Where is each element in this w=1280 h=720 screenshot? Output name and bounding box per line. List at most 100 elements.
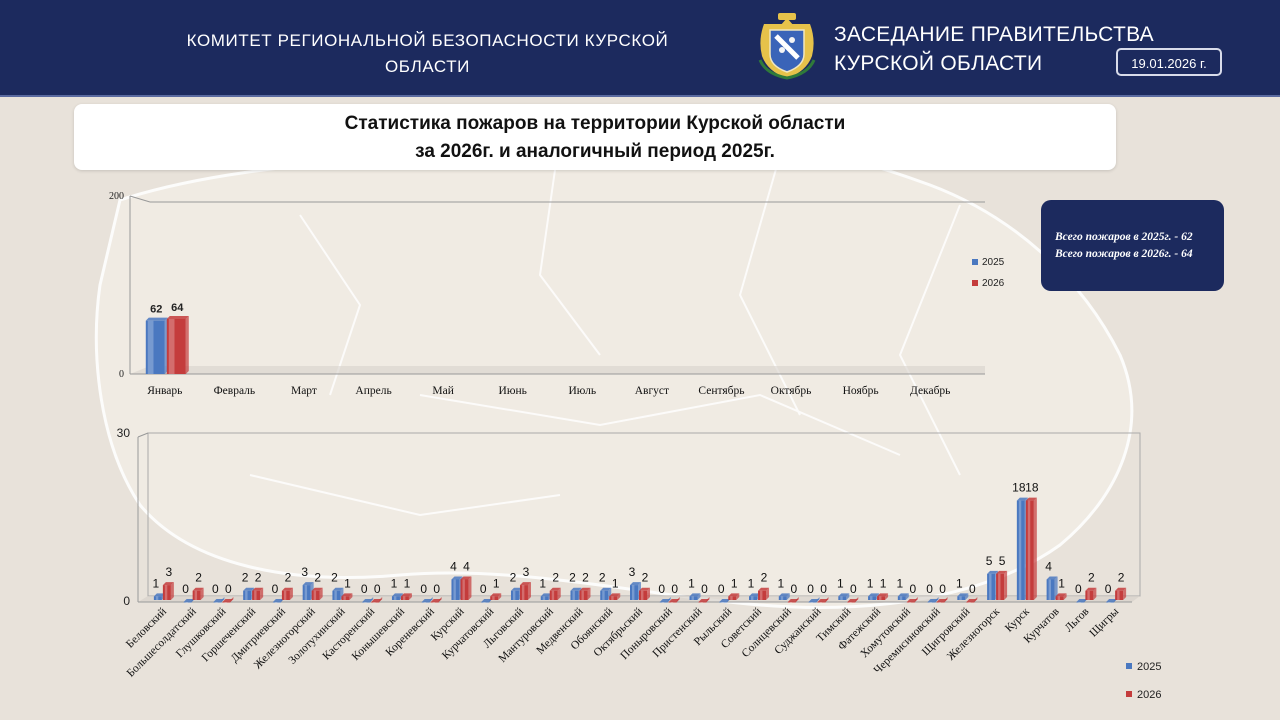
- chart2-bar-2026-top: [252, 587, 264, 591]
- chart1-category-label: Январь: [147, 385, 182, 397]
- chart2-bar-2025-shine: [899, 596, 903, 600]
- chart2-bar-2026-shine: [224, 602, 227, 603]
- chart2-bar-2026-front: [490, 596, 499, 600]
- chart2-bar-2025-top: [868, 593, 880, 597]
- chart2-data-label: 2: [331, 571, 338, 585]
- chart2-bar-2026-front: [668, 602, 677, 603]
- chart2-data-label: 3: [166, 565, 173, 579]
- chart2-bar-2025-shine: [304, 585, 308, 600]
- chart2-bar-2026-top: [460, 576, 472, 580]
- chart2-legend-label: 2026: [1137, 689, 1161, 701]
- chart2-bar-2026-top: [519, 582, 531, 586]
- chart2-bar-2025-shine: [364, 602, 367, 603]
- chart2-bar-2026-shine: [611, 596, 614, 600]
- chart1-floor: [130, 366, 985, 374]
- chart2-bar-2026-front: [698, 602, 707, 603]
- chart2-bar-2026-side: [766, 587, 770, 600]
- chart2-bar-2025-shine: [1078, 602, 1081, 603]
- chart2-bar-2025-top: [510, 587, 522, 591]
- chart2-bar-2026: [400, 593, 412, 600]
- chart2-bar-2025-front: [749, 596, 758, 600]
- chart2-bar-2026: [162, 582, 174, 600]
- chart2-bar-2025-shine: [453, 579, 456, 600]
- chart1-bar-2026-front: [166, 318, 186, 374]
- government-meeting-title-line2: КУРСКОЙ ОБЛАСТИ: [834, 52, 1043, 75]
- chart2-data-label: 1: [748, 576, 755, 590]
- chart2-bar-2026-top: [877, 593, 889, 597]
- chart2-bar-2025-top: [183, 599, 195, 602]
- chart2-bar-2026-side: [1123, 587, 1127, 600]
- chart2-bar-2026-shine: [819, 602, 822, 603]
- chart2-bar-2026-side: [885, 593, 889, 600]
- chart2-bar-2026-shine: [1087, 590, 1090, 600]
- coat-of-arms-emblem: [758, 13, 816, 80]
- chart2-bar-2025-front: [838, 596, 847, 600]
- chart2-bar-2026-front: [162, 585, 171, 600]
- chart2-bar-2026-front: [728, 596, 737, 600]
- chart2-bar-2026: [787, 597, 799, 603]
- chart2-bar-2026-front: [1115, 590, 1124, 600]
- chart2-bar-2026-side: [200, 587, 204, 600]
- chart2-bar-2025-shine: [691, 596, 694, 600]
- chart2-bar-2025: [927, 597, 939, 603]
- chart2-bar-2025-front: [272, 602, 281, 603]
- chart2-bar-2026-shine: [760, 590, 763, 600]
- chart2-bar-2025-shine: [840, 596, 843, 600]
- chart2-bar-2026-shine: [254, 590, 257, 600]
- chart2-category-label: Щигры: [1087, 605, 1121, 639]
- chart2-bar-2025-front: [362, 602, 371, 603]
- chart2-bar-2026: [222, 597, 234, 603]
- chart2-data-label: 1: [153, 576, 160, 590]
- chart2-bar-2025-shine: [542, 596, 546, 600]
- chart2-bar-2025-front: [600, 590, 609, 600]
- chart2-data-label: 1: [880, 576, 887, 590]
- chart2-bar-2026-top: [1085, 587, 1097, 591]
- chart2-bar-2026-shine: [164, 585, 168, 600]
- chart2-bar-2025-shine: [393, 596, 397, 600]
- chart2-bar-2026-front: [460, 579, 469, 600]
- chart2-bar-2025-shine: [1048, 579, 1052, 600]
- chart2-data-label: 1: [896, 576, 903, 590]
- chart2-bar-2025-front: [897, 596, 906, 600]
- chart2-legend-swatch: [1126, 691, 1132, 697]
- chart2-bar-2026-top: [222, 599, 234, 602]
- chart2-data-label: 0: [790, 582, 797, 596]
- chart2-data-label: 5: [999, 554, 1006, 568]
- chart1-data-label: 62: [150, 304, 162, 316]
- chart2-data-label: 0: [820, 582, 827, 596]
- chart2-bar-2025-shine: [989, 573, 992, 600]
- chart2-bar-2026-front: [341, 596, 350, 600]
- chart2-bar-2026-side: [736, 593, 740, 600]
- chart2-bar-2025-front: [778, 596, 787, 600]
- chart2-bar-2025-top: [391, 593, 403, 597]
- chart2-bar-2025-top: [362, 599, 374, 602]
- chart2-bar-2026: [490, 593, 502, 600]
- chart2-bar-2025-side: [1054, 576, 1058, 600]
- chart2-bar-2026-top: [936, 599, 948, 602]
- chart2-data-label: 4: [450, 559, 457, 573]
- total-2025: Всего пожаров в 2025г. - 62: [1055, 231, 1193, 243]
- chart2-bar-2025-top: [600, 587, 612, 591]
- chart2-bar-2025-shine: [155, 596, 159, 600]
- chart2-bar-2025-front: [927, 602, 936, 603]
- chart1-bar-2026-shine: [168, 318, 175, 374]
- chart2-bar-2026-shine: [938, 602, 941, 603]
- chart2-bar-2026-front: [817, 602, 826, 603]
- chart2-category-label: Железногорск: [945, 605, 1002, 662]
- chart2-bar-2026: [847, 597, 859, 603]
- chart2-bar-2025-front: [421, 602, 430, 603]
- chart2-bar-2026: [758, 587, 770, 600]
- chart2-bar-2026: [281, 587, 293, 600]
- chart2-bar-2026-front: [281, 590, 290, 600]
- chart2-bar-2026: [460, 576, 472, 600]
- chart2-bar-2025-top: [749, 593, 761, 597]
- chart2-bar-2026-top: [430, 599, 442, 602]
- chart2-bar-2026-front: [787, 602, 796, 603]
- chart2-bar-2026-top: [1115, 587, 1127, 591]
- chart1-legend-label: 2025: [982, 257, 1005, 268]
- chart2-bar-2026: [966, 597, 978, 603]
- chart2-bar-2026: [639, 587, 650, 600]
- chart2-bar-2025-shine: [632, 585, 635, 600]
- chart2-bar-2026: [430, 597, 442, 603]
- chart2-bar-2025-front: [302, 585, 311, 600]
